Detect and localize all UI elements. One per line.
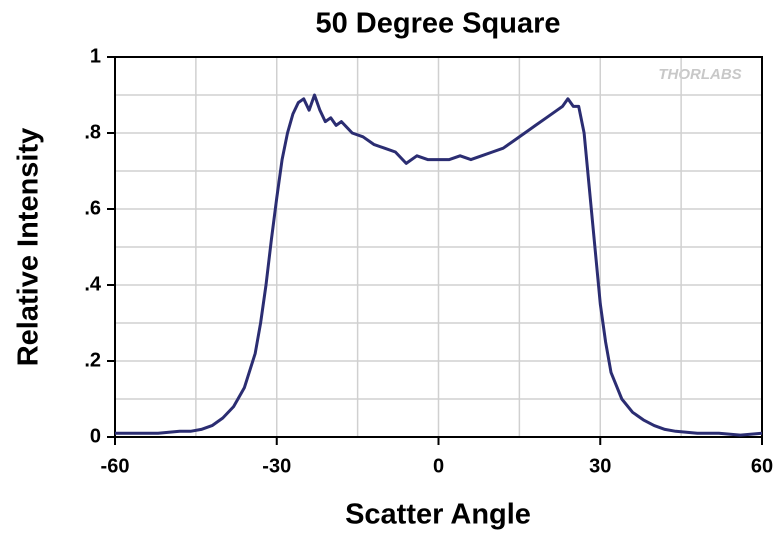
y-axis-label: Relative Intensity <box>13 128 45 367</box>
data-line <box>115 93 763 437</box>
y-tick-label: 0 <box>90 425 101 447</box>
x-tick-label: -60 <box>101 455 130 477</box>
y-tick-label: 1 <box>90 45 101 67</box>
watermark: THORLABS <box>658 66 741 83</box>
plot-frame <box>114 56 763 438</box>
y-tick-label: .4 <box>84 273 102 295</box>
y-tick-label: .6 <box>84 197 101 219</box>
x-axis-label: Scatter Angle <box>345 499 531 531</box>
y-tick-label: .2 <box>84 349 101 371</box>
x-tick-label: 0 <box>433 455 444 477</box>
x-tick-label: 60 <box>751 455 773 477</box>
x-tick-label: 30 <box>589 455 611 477</box>
x-tick-label: -30 <box>262 455 291 477</box>
y-tick-label: .8 <box>84 121 101 143</box>
chart-title: 50 Degree Square <box>315 8 560 40</box>
